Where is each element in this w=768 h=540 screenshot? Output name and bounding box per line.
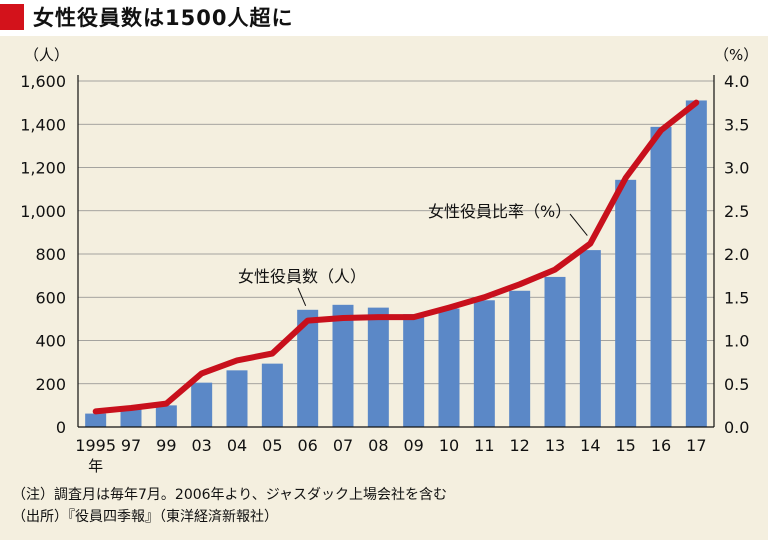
- y-left-tick-label: 600: [35, 288, 66, 307]
- x-tick-label: 97: [121, 436, 141, 455]
- combo-chart: 0 0.0 200 0.5 400 1.0 600 1.5 800 2.0 1,000 2.5 1,20…: [20, 46, 758, 475]
- y-right-tick-label: 0.5: [724, 375, 749, 394]
- y-left-tick-label: 1,000: [20, 202, 66, 221]
- annotation-line-series: 女性役員比率（%）: [428, 202, 571, 221]
- y-right-tick-label: 4.0: [724, 72, 749, 91]
- y-left-tick-label: 1,600: [20, 72, 66, 91]
- annotation-leader-line: [569, 213, 588, 236]
- annotation-bar-series: 女性役員数（人）: [238, 267, 366, 286]
- y-right-unit-label: （%）: [714, 46, 758, 64]
- x-tick-label: 09: [403, 436, 423, 455]
- header-bar: 女性役員数は1500人超に: [0, 0, 768, 36]
- x-tick-label: 06: [297, 436, 317, 455]
- bar: [85, 413, 107, 427]
- bar: [544, 276, 566, 427]
- annotation-leader-bar: [297, 287, 307, 306]
- x-tick-label: 15: [615, 436, 635, 455]
- tick-labels: 0 0.0 200 0.5 400 1.0 600 1.5 800 2.0 1,000 2.5 1,20…: [20, 46, 758, 475]
- y-left-unit-label: （人）: [24, 46, 69, 64]
- x-tick-label: 04: [227, 436, 247, 455]
- x-tick-year-suffix: 年: [88, 457, 103, 475]
- header-accent-mark: [0, 4, 24, 30]
- x-tick-label: 1995: [75, 436, 116, 455]
- x-tick-label: 99: [156, 436, 176, 455]
- y-right-tick-label: 1.0: [724, 332, 749, 351]
- bar: [155, 405, 177, 427]
- bar: [261, 363, 283, 427]
- y-right-tick-label: 2.5: [724, 202, 749, 221]
- footnotes: （注）調査月は毎年7月。2006年より、ジャスダック上場会社を含む （出所）『役…: [12, 484, 447, 528]
- y-left-tick-label: 0: [56, 418, 66, 437]
- x-tick-label: 05: [262, 436, 282, 455]
- bar: [438, 308, 460, 427]
- bar: [297, 309, 319, 427]
- x-tick-label: 12: [509, 436, 529, 455]
- bar: [226, 370, 248, 427]
- y-left-tick-label: 1,200: [20, 159, 66, 178]
- y-left-tick-label: 200: [35, 375, 66, 394]
- axes: [77, 75, 715, 428]
- y-left-tick-label: 1,400: [20, 115, 66, 134]
- x-tick-label: 16: [651, 436, 671, 455]
- x-tick-label: 10: [439, 436, 459, 455]
- bar: [332, 304, 354, 427]
- bar: [579, 250, 601, 427]
- footnote-note: （注）調査月は毎年7月。2006年より、ジャスダック上場会社を含む: [12, 487, 447, 503]
- y-right-tick-label: 1.5: [724, 288, 749, 307]
- x-tick-label: 14: [580, 436, 600, 455]
- bar: [367, 307, 389, 427]
- bar: [650, 126, 672, 427]
- bar-series: [85, 100, 707, 428]
- bar: [615, 179, 637, 427]
- x-tick-label: 08: [368, 436, 388, 455]
- x-tick-label: 03: [191, 436, 211, 455]
- bar: [685, 100, 707, 428]
- chart-title: 女性役員数は1500人超に: [33, 6, 294, 30]
- x-tick-label: 07: [333, 436, 353, 455]
- y-left-tick-label: 800: [35, 245, 66, 264]
- y-right-tick-label: 0.0: [724, 418, 749, 437]
- y-left-tick-label: 400: [35, 332, 66, 351]
- y-right-tick-label: 3.5: [724, 115, 749, 134]
- x-tick-label: 13: [545, 436, 565, 455]
- annotations: 女性役員数（人） 女性役員比率（%）: [238, 202, 588, 306]
- x-tick-label: 11: [474, 436, 494, 455]
- bar: [473, 300, 495, 427]
- ratio-line: [92, 99, 700, 415]
- bar: [191, 382, 213, 427]
- line-series: [92, 99, 700, 415]
- bar: [403, 314, 425, 427]
- footnote-source: （出所）『役員四季報』（東洋経済新報社）: [12, 509, 278, 525]
- y-right-tick-label: 2.0: [724, 245, 749, 264]
- grid-lines: [78, 80, 714, 385]
- bar: [509, 290, 531, 427]
- x-tick-label: 17: [686, 436, 706, 455]
- bar: [120, 408, 142, 427]
- y-right-tick-label: 3.0: [724, 159, 749, 178]
